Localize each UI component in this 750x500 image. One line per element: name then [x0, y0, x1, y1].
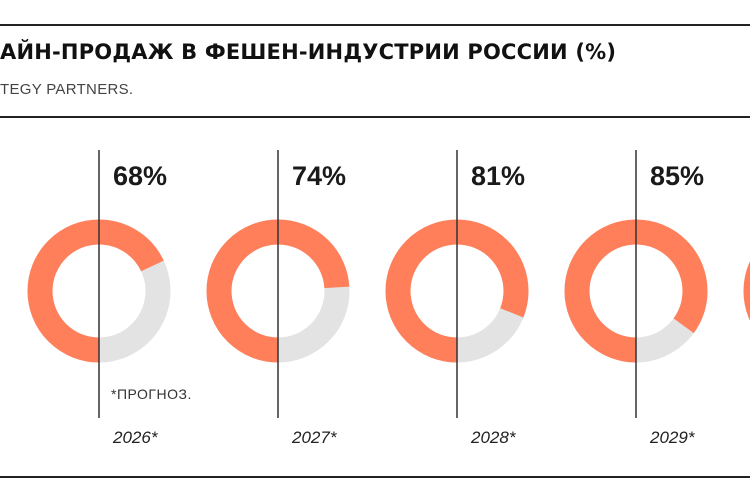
year-label: 2028*: [470, 428, 517, 447]
chart-title: АЙН-ПРОДАЖ В ФЕШЕН-ИНДУСТРИИ РОССИИ (%): [0, 40, 617, 64]
value-label: 68%: [113, 161, 167, 191]
year-label: 2026*: [112, 428, 159, 447]
year-label: 2027*: [291, 428, 338, 447]
forecast-note: *ПРОГНОЗ.: [111, 386, 192, 402]
top-rule: [0, 24, 750, 26]
value-label: 74%: [292, 161, 346, 191]
year-label: 2029*: [649, 428, 696, 447]
value-label: 85%: [650, 161, 704, 191]
header-rule: [0, 116, 750, 118]
bottom-rule: [0, 476, 750, 478]
chart-source: TEGY PARTNERS.: [0, 81, 134, 98]
value-label: 81%: [471, 161, 525, 191]
